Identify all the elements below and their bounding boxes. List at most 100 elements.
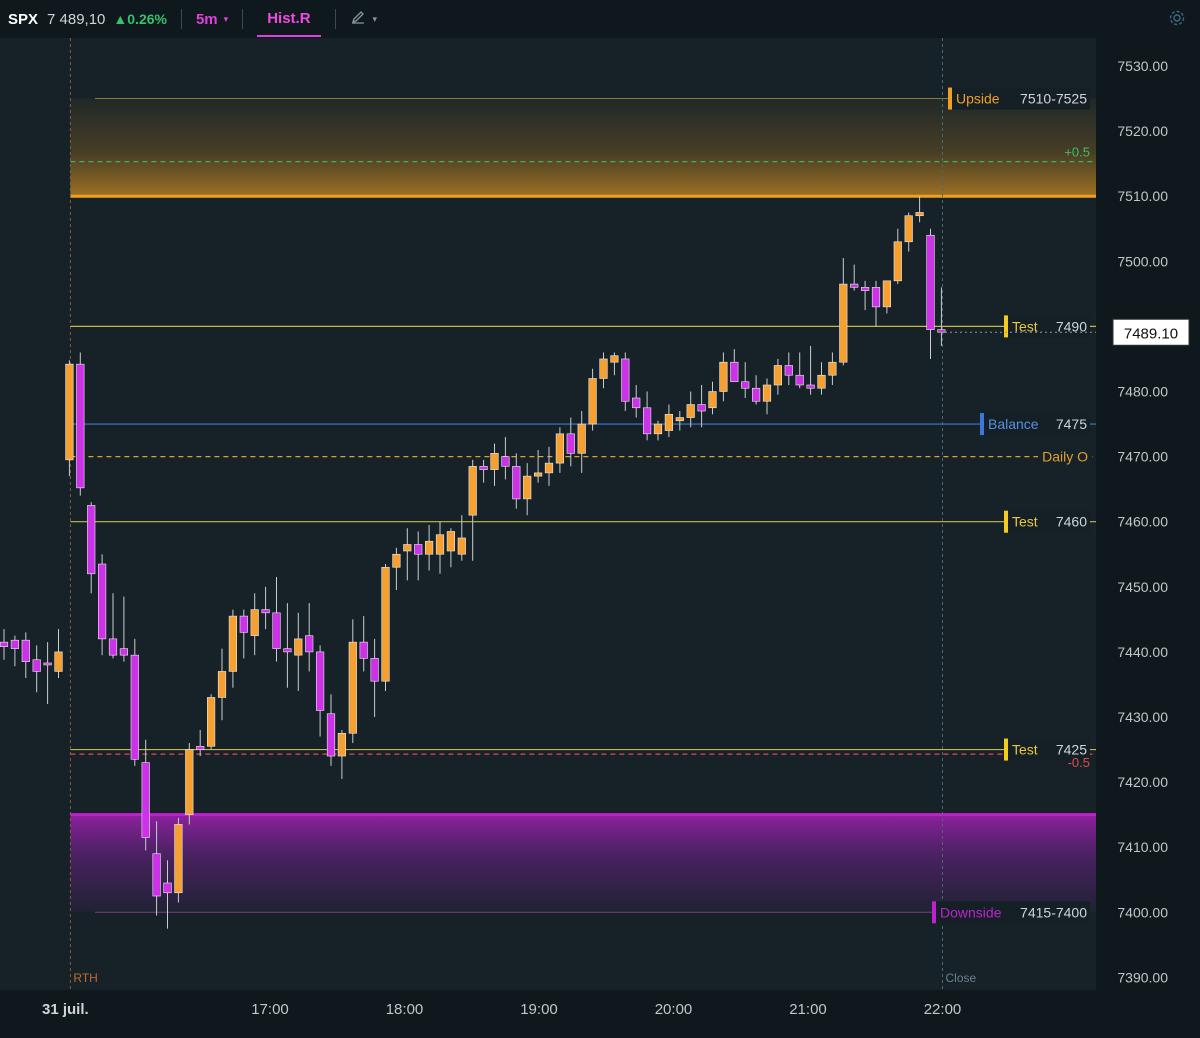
candle[interactable] [65,360,74,477]
chevron-down-icon[interactable]: ▾ [372,13,378,24]
candle[interactable] [784,352,793,385]
timeframe-label[interactable]: 5m [195,10,218,28]
candle[interactable] [337,730,347,779]
candle-body [348,641,357,734]
candle[interactable] [261,586,270,630]
candle[interactable] [621,352,630,412]
candle[interactable] [512,453,521,509]
candle[interactable] [839,258,848,366]
candle[interactable] [130,638,139,766]
candle[interactable] [599,352,608,389]
drawing-tool-selector[interactable]: ▾ [350,9,378,29]
candle[interactable] [544,446,554,486]
candle[interactable] [76,352,85,496]
candle[interactable] [54,629,63,678]
candle[interactable] [10,635,20,667]
candle[interactable] [708,381,717,415]
candle[interactable] [294,612,303,691]
candle[interactable] [305,603,314,672]
candle[interactable] [359,616,368,672]
candle[interactable] [533,450,543,483]
candle[interactable] [610,352,619,376]
candle[interactable] [152,821,161,916]
candle[interactable] [642,391,652,441]
candle[interactable] [773,358,782,395]
candle[interactable] [98,554,107,656]
symbol-label[interactable]: SPX [8,10,39,28]
candle[interactable] [185,743,194,825]
candle[interactable] [871,280,881,327]
candle[interactable] [751,375,761,405]
candle[interactable] [632,384,641,418]
gear-icon[interactable] [1168,9,1186,32]
candle[interactable] [501,437,510,480]
candle[interactable] [664,404,673,438]
candle[interactable] [653,420,663,441]
chevron-down-icon[interactable]: ▾ [223,13,229,24]
candle[interactable] [43,642,52,704]
candle[interactable] [119,596,128,662]
candle[interactable] [795,352,804,389]
candle[interactable] [446,528,456,568]
candle[interactable] [730,349,739,383]
candle[interactable] [21,632,30,678]
candle[interactable] [882,280,891,314]
candle[interactable] [479,459,488,483]
candle[interactable] [174,817,183,903]
candle[interactable] [697,384,706,428]
candle[interactable] [315,645,325,737]
candle[interactable] [87,502,96,594]
candle[interactable] [414,531,423,581]
candle[interactable] [370,638,379,717]
pencil-icon[interactable] [350,9,366,29]
timeframe-selector[interactable]: 5m ▾ [196,11,228,28]
candle[interactable] [817,362,826,395]
candle[interactable] [806,345,815,395]
candle[interactable] [904,212,913,252]
candle[interactable] [741,362,750,399]
candle[interactable] [381,564,390,691]
candle[interactable] [850,264,859,291]
candle[interactable] [141,739,150,851]
candle[interactable] [326,694,336,766]
candle[interactable] [196,730,205,757]
candle[interactable] [217,648,227,721]
candle[interactable] [272,577,281,662]
candle[interactable] [860,280,870,311]
candle[interactable] [719,352,728,402]
candle[interactable] [348,619,357,744]
candle[interactable] [392,547,401,591]
candle[interactable] [926,228,935,359]
candle[interactable] [0,629,9,660]
candle[interactable] [915,196,924,223]
candle[interactable] [32,645,41,693]
tab-hist-r[interactable]: Hist.R [257,1,321,37]
candle[interactable] [523,463,532,516]
candle[interactable] [762,378,772,415]
candle[interactable] [588,368,597,431]
candle[interactable] [207,694,216,750]
candle[interactable] [108,593,118,659]
y-tick-label: 7470.00 [1117,449,1168,465]
candle[interactable] [566,417,575,467]
candle[interactable] [457,515,466,561]
candle[interactable] [239,609,248,659]
candle[interactable] [577,411,586,473]
candle[interactable] [555,427,564,473]
candle[interactable] [283,603,292,688]
candle[interactable] [228,609,238,688]
candle[interactable] [468,459,477,561]
candle[interactable] [424,524,434,571]
candle[interactable] [828,352,837,385]
candle[interactable] [937,287,946,346]
candle[interactable] [686,391,695,428]
candle[interactable] [893,228,902,285]
candle[interactable] [490,443,499,486]
candle[interactable] [403,528,412,581]
candle[interactable] [435,521,445,574]
candlestick-chart[interactable]: RTH Close 7530.00 7520.00 7510.00 7500.00 749… [0,38,1200,1038]
level-value: 7425 [1056,742,1087,758]
candle[interactable] [163,860,172,929]
candle[interactable] [675,411,684,431]
candle[interactable] [250,593,259,656]
